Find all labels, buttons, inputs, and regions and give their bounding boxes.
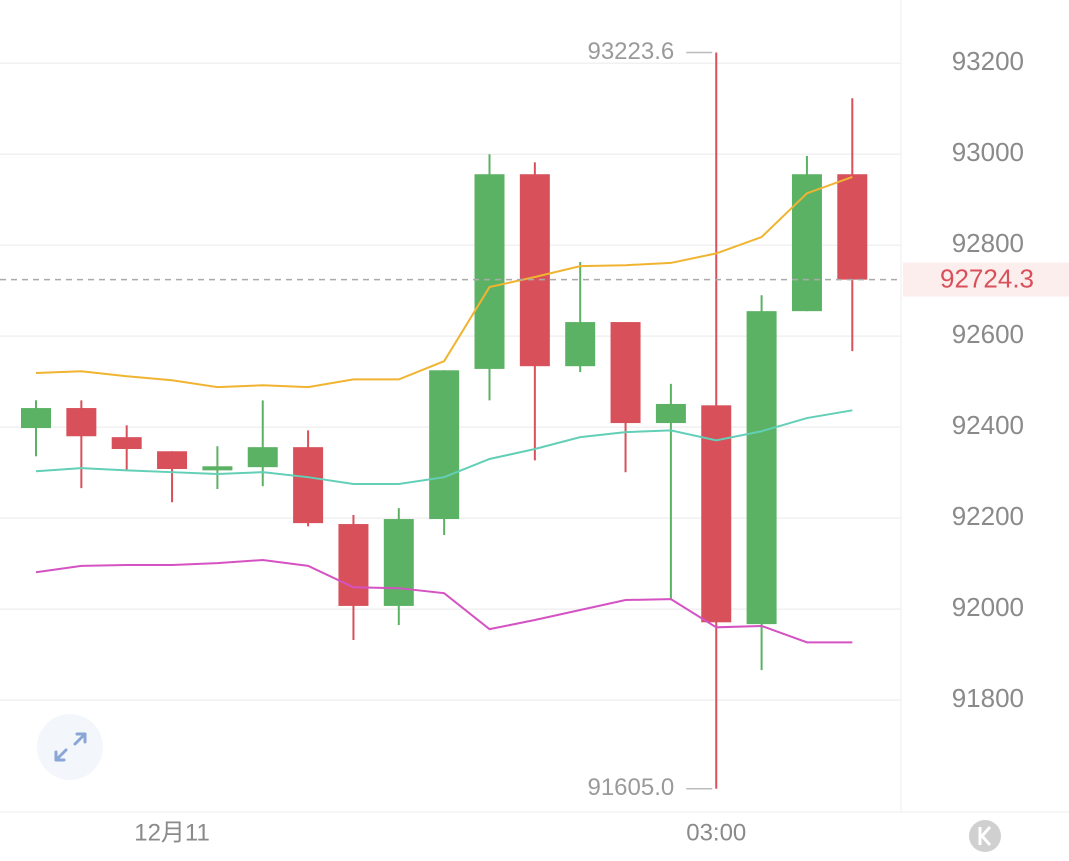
y-tick-label: 92600 <box>952 319 1024 349</box>
candle-body <box>247 447 278 468</box>
candle-body <box>157 451 188 470</box>
candle-body <box>338 524 369 606</box>
candle-body <box>837 174 868 280</box>
expand-icon <box>54 732 87 762</box>
candle-body <box>111 437 142 449</box>
kline-icon <box>978 826 992 846</box>
candle-body <box>701 405 732 623</box>
y-tick-label: 92000 <box>952 592 1024 622</box>
y-tick-label: 92200 <box>952 501 1024 531</box>
high-label: 93223.6 <box>587 38 674 65</box>
x-tick-label: 12月11 <box>134 819 210 846</box>
candle-body <box>791 174 822 312</box>
candle-body <box>474 174 505 369</box>
candle-body <box>66 408 97 437</box>
low-label: 91605.0 <box>587 774 674 801</box>
y-tick-label: 92800 <box>952 228 1024 258</box>
candle-body <box>655 403 686 424</box>
last-price-badge <box>903 262 1069 297</box>
candle-body <box>610 322 641 424</box>
y-tick-label: 93000 <box>952 137 1024 167</box>
kline-button[interactable] <box>969 820 1001 852</box>
candle-body <box>565 322 596 367</box>
overlay-line <box>35 409 853 486</box>
candle-body <box>746 311 777 625</box>
y-tick-label: 92400 <box>952 410 1024 440</box>
x-tick-label: 03:00 <box>686 819 746 846</box>
kline-button-bg <box>969 820 1001 852</box>
y-tick-label: 91800 <box>952 683 1024 713</box>
candle-body <box>202 466 233 471</box>
candle-body <box>519 174 550 367</box>
overlay-line <box>35 176 853 389</box>
expand-button[interactable] <box>37 714 103 780</box>
candle-body <box>293 447 324 524</box>
y-tick-label: 93200 <box>952 46 1024 76</box>
overlay-line <box>35 558 853 644</box>
candle-body <box>21 408 51 429</box>
last-price-label: 92724.3 <box>940 264 1034 294</box>
expand-button-bg <box>37 714 103 780</box>
candle-body <box>429 370 460 520</box>
candle-body <box>383 519 414 606</box>
